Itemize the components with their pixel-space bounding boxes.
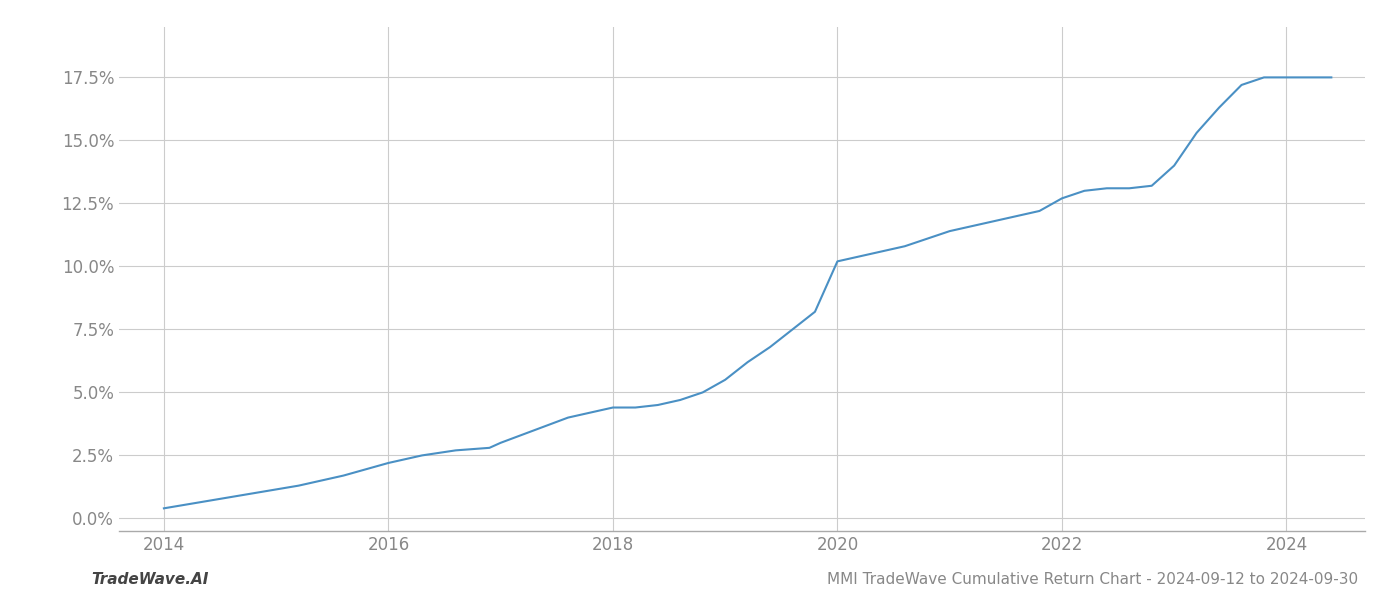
Text: TradeWave.AI: TradeWave.AI [91,572,209,587]
Text: MMI TradeWave Cumulative Return Chart - 2024-09-12 to 2024-09-30: MMI TradeWave Cumulative Return Chart - … [827,572,1358,587]
